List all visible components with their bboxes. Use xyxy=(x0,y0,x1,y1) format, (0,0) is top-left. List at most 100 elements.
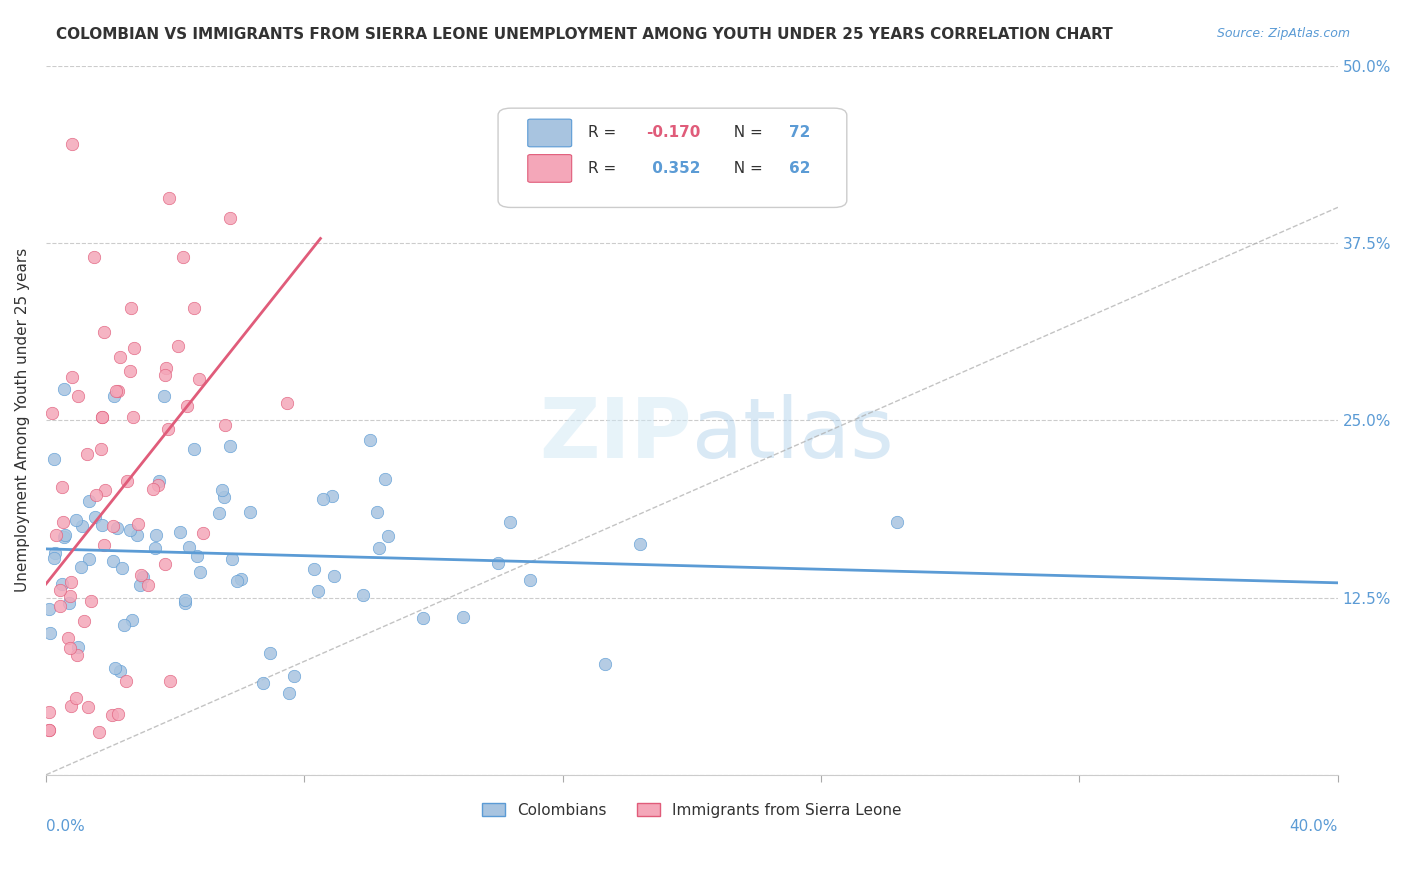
Point xyxy=(91,518,114,533)
Point xyxy=(186,549,208,564)
Point xyxy=(486,556,509,570)
Text: R =: R = xyxy=(589,126,621,140)
Text: COLOMBIAN VS IMMIGRANTS FROM SIERRA LEONE UNEMPLOYMENT AMONG YOUTH UNDER 25 YEAR: COLOMBIAN VS IMMIGRANTS FROM SIERRA LEON… xyxy=(56,27,1114,42)
Point xyxy=(53,528,76,542)
Point xyxy=(148,477,170,491)
Point xyxy=(41,406,63,420)
Point xyxy=(93,538,115,552)
Text: Source: ZipAtlas.com: Source: ZipAtlas.com xyxy=(1216,27,1350,40)
Point xyxy=(166,339,188,353)
Point xyxy=(77,552,100,566)
Point xyxy=(628,537,651,551)
Point xyxy=(38,705,60,719)
Point xyxy=(84,510,107,524)
Point xyxy=(111,561,134,575)
Point xyxy=(153,368,176,382)
Point xyxy=(118,523,141,537)
Point xyxy=(91,409,114,424)
Point xyxy=(377,529,399,543)
Point xyxy=(77,494,100,508)
Point xyxy=(174,592,197,607)
Point xyxy=(121,409,143,424)
Point xyxy=(65,513,87,527)
Point xyxy=(94,483,117,498)
Point xyxy=(51,577,73,591)
Point xyxy=(52,515,75,529)
Point xyxy=(519,573,541,587)
Point xyxy=(45,528,67,542)
Point xyxy=(66,648,89,662)
Text: 72: 72 xyxy=(789,126,810,140)
Point xyxy=(451,610,474,624)
Point xyxy=(131,570,153,584)
Point xyxy=(145,528,167,542)
Point xyxy=(84,488,107,502)
Text: -0.170: -0.170 xyxy=(647,126,702,140)
Point xyxy=(83,250,105,264)
Point xyxy=(59,640,82,655)
Point xyxy=(183,442,205,456)
Point xyxy=(66,640,89,654)
Text: 62: 62 xyxy=(789,161,810,176)
Point xyxy=(101,707,124,722)
Point xyxy=(110,664,132,678)
Point xyxy=(276,395,298,409)
Point xyxy=(101,554,124,568)
Point xyxy=(352,588,374,602)
Point xyxy=(129,567,152,582)
Text: atlas: atlas xyxy=(692,394,894,475)
FancyBboxPatch shape xyxy=(527,154,572,182)
Point xyxy=(44,546,66,560)
Point xyxy=(368,541,391,556)
Point xyxy=(70,560,93,574)
Point xyxy=(177,540,200,554)
Point xyxy=(56,632,79,646)
Point xyxy=(218,438,240,452)
Point xyxy=(153,389,176,403)
Point xyxy=(214,418,236,433)
Point xyxy=(80,594,103,608)
Point xyxy=(105,384,128,399)
Point xyxy=(188,565,211,579)
Point xyxy=(73,614,96,628)
Point xyxy=(38,602,60,616)
Point xyxy=(211,483,233,498)
Point xyxy=(153,557,176,571)
Point xyxy=(148,474,170,488)
Point xyxy=(127,517,149,532)
Point xyxy=(58,596,80,610)
FancyBboxPatch shape xyxy=(527,120,572,147)
Point xyxy=(225,574,247,588)
Point xyxy=(886,515,908,529)
Point xyxy=(366,505,388,519)
Point xyxy=(212,490,235,504)
Point xyxy=(498,515,520,529)
Point xyxy=(121,613,143,627)
Text: R =: R = xyxy=(589,161,621,176)
Point xyxy=(65,691,87,706)
Text: N =: N = xyxy=(724,126,768,140)
Point xyxy=(60,574,83,589)
Point xyxy=(114,673,136,688)
Point xyxy=(183,301,205,316)
Point xyxy=(93,325,115,339)
Point xyxy=(49,599,72,614)
Point xyxy=(107,384,129,398)
Point xyxy=(77,699,100,714)
Point xyxy=(76,447,98,461)
Text: 0.352: 0.352 xyxy=(647,161,700,176)
Point xyxy=(169,524,191,539)
Point xyxy=(103,389,125,403)
Point xyxy=(239,505,262,519)
Point xyxy=(374,472,396,486)
Point xyxy=(48,583,70,598)
Point xyxy=(90,442,112,457)
Point xyxy=(155,360,177,375)
Point xyxy=(321,489,343,503)
Point xyxy=(176,399,198,413)
Point xyxy=(277,686,299,700)
Text: 0.0%: 0.0% xyxy=(46,819,84,834)
Point xyxy=(59,699,82,714)
Point xyxy=(60,136,83,151)
Point xyxy=(307,583,329,598)
